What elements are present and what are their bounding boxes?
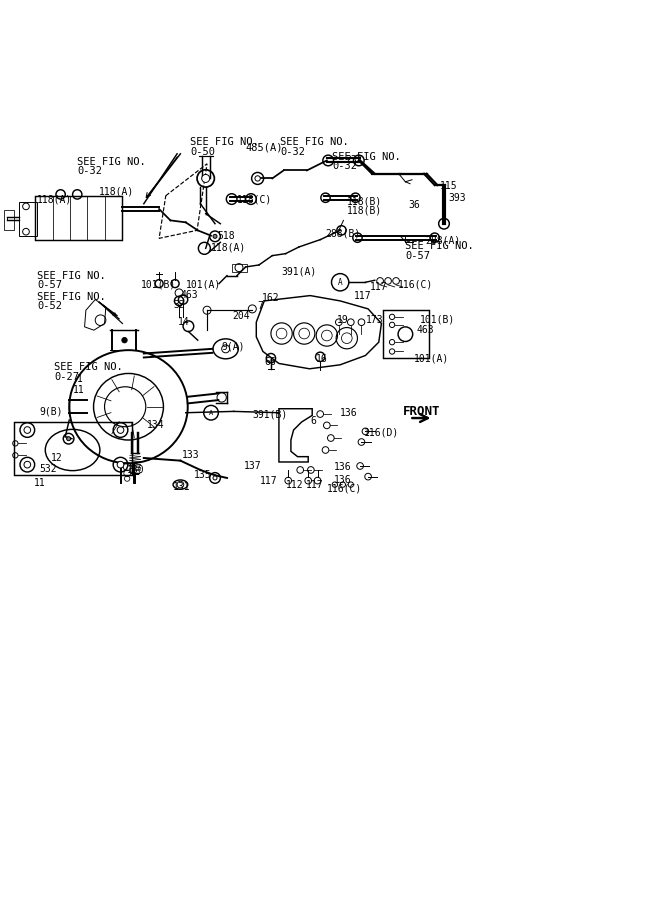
Text: 118(C): 118(C) [237, 194, 272, 204]
Circle shape [117, 427, 124, 434]
Circle shape [117, 462, 124, 468]
Text: 136: 136 [334, 463, 351, 473]
Circle shape [67, 436, 71, 441]
Text: 117: 117 [370, 282, 387, 292]
Text: 173: 173 [366, 314, 383, 325]
Circle shape [24, 462, 31, 468]
Text: A: A [209, 410, 213, 416]
Text: SEE FIG NO.: SEE FIG NO. [77, 157, 146, 166]
Text: 393: 393 [448, 194, 466, 203]
Circle shape [122, 338, 127, 343]
Text: 118(A): 118(A) [99, 186, 135, 197]
Text: 231: 231 [346, 156, 363, 166]
Text: 66: 66 [264, 357, 276, 367]
Circle shape [255, 176, 260, 181]
Circle shape [24, 427, 31, 434]
Text: 137: 137 [244, 461, 262, 471]
Bar [232, 264, 247, 272]
Text: 0-57: 0-57 [406, 250, 430, 261]
Text: 0-57: 0-57 [37, 280, 62, 290]
Text: SEE FIG NO.: SEE FIG NO. [37, 292, 106, 302]
Text: 118(B): 118(B) [347, 196, 382, 206]
Text: 101(B): 101(B) [141, 280, 175, 290]
Text: 117: 117 [260, 475, 278, 486]
Bar [19, 202, 37, 236]
Circle shape [201, 175, 209, 183]
Text: 134: 134 [147, 420, 165, 430]
Text: 463: 463 [180, 290, 198, 300]
Text: SEE FIG NO.: SEE FIG NO. [54, 363, 123, 373]
Text: 116(C): 116(C) [327, 483, 362, 493]
Text: 12: 12 [51, 453, 63, 463]
Text: 19: 19 [337, 314, 349, 325]
Text: SEE FIG NO.: SEE FIG NO. [406, 241, 474, 251]
Text: 115: 115 [440, 182, 458, 192]
Text: 117: 117 [354, 292, 371, 302]
Text: 0-52: 0-52 [37, 302, 62, 311]
Text: 6: 6 [311, 417, 317, 427]
Text: 116(D): 116(D) [364, 427, 399, 437]
Text: 101(B): 101(B) [420, 314, 456, 325]
Text: 391(B): 391(B) [252, 410, 287, 419]
Text: SEE FIG NO.: SEE FIG NO. [332, 152, 401, 162]
Text: 0-32: 0-32 [280, 147, 305, 157]
Text: 0-32: 0-32 [332, 161, 357, 171]
Circle shape [213, 476, 217, 480]
Text: 117: 117 [305, 480, 323, 490]
Text: A: A [338, 278, 342, 287]
Text: 118(A): 118(A) [37, 194, 73, 204]
Text: 36: 36 [408, 200, 420, 210]
Text: 532: 532 [39, 464, 57, 473]
Text: 1: 1 [77, 374, 83, 384]
Bar [384, 310, 429, 358]
Text: FRONT: FRONT [403, 405, 440, 418]
Text: 7: 7 [257, 302, 263, 311]
Text: SEE FIG NO.: SEE FIG NO. [280, 138, 349, 148]
Text: 116(C): 116(C) [398, 280, 433, 290]
Text: SEE FIG NO.: SEE FIG NO. [190, 138, 259, 148]
Text: 9(B): 9(B) [39, 407, 63, 417]
Text: 9(A): 9(A) [221, 342, 245, 352]
Text: 391(A): 391(A) [281, 266, 317, 276]
Text: 0-27: 0-27 [54, 372, 79, 382]
Text: 135: 135 [193, 471, 211, 481]
Text: 101(A): 101(A) [185, 280, 221, 290]
Text: 463: 463 [416, 325, 434, 335]
Bar [14, 422, 133, 475]
Text: 118(B): 118(B) [347, 205, 382, 215]
Text: 518: 518 [217, 230, 235, 240]
Text: 112: 112 [285, 480, 303, 490]
Text: 162: 162 [261, 293, 279, 303]
Text: SEE FIG NO.: SEE FIG NO. [37, 271, 106, 281]
Text: 485(A): 485(A) [245, 142, 283, 152]
Circle shape [213, 234, 217, 238]
Text: 288(A): 288(A) [426, 235, 461, 246]
Bar [35, 196, 122, 239]
Text: 11: 11 [73, 385, 85, 395]
Text: 288(B): 288(B) [325, 228, 361, 238]
Text: 118(A): 118(A) [211, 243, 246, 253]
Text: 136: 136 [334, 475, 351, 485]
Bar [4, 211, 14, 230]
Text: 14: 14 [177, 317, 189, 328]
Text: 130: 130 [127, 465, 145, 475]
Text: 32: 32 [173, 300, 185, 310]
Text: 131: 131 [173, 482, 190, 491]
Text: 0-32: 0-32 [77, 166, 102, 176]
Circle shape [177, 482, 183, 488]
Text: 11: 11 [34, 478, 46, 489]
Text: 133: 133 [181, 450, 199, 460]
Text: 136: 136 [340, 408, 358, 418]
Text: 101(A): 101(A) [414, 353, 449, 363]
Text: 204: 204 [232, 310, 250, 320]
Text: 16: 16 [316, 355, 328, 365]
Text: 0-50: 0-50 [190, 147, 215, 157]
